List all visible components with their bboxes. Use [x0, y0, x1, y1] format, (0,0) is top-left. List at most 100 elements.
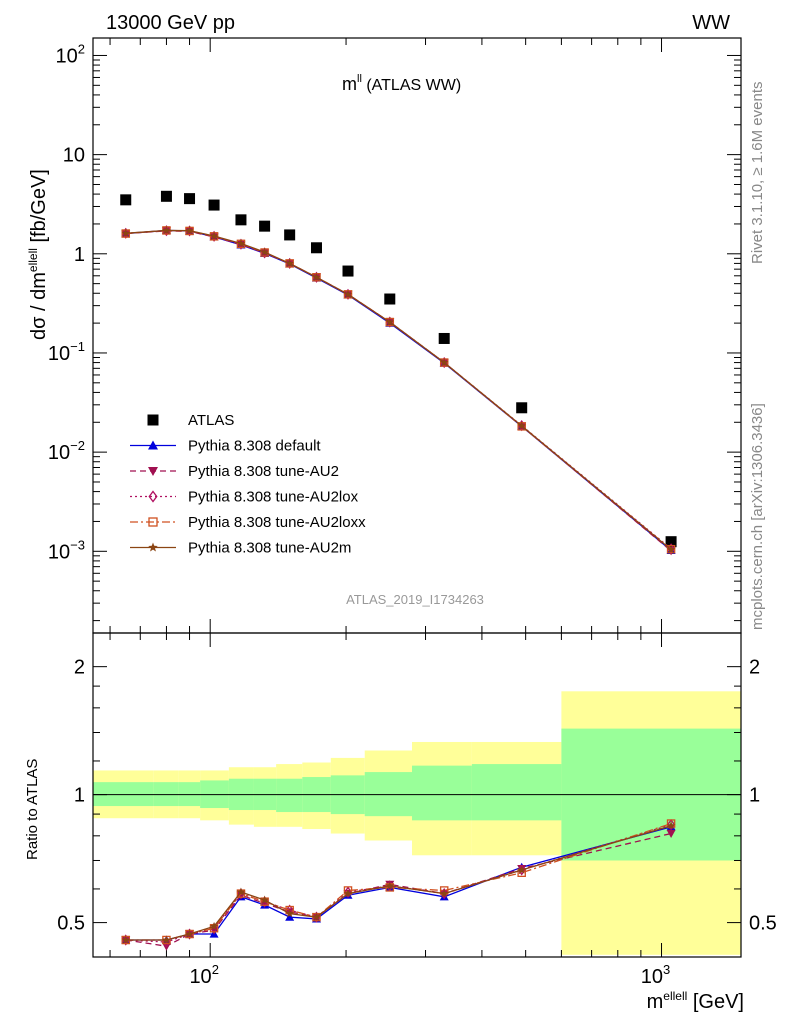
main-point-au2m — [312, 272, 321, 281]
legend-marker-au2m — [148, 542, 158, 552]
ratio-point-au2lox — [185, 928, 194, 940]
main-series-data — [120, 190, 677, 548]
legend-entry-data: ATLAS — [147, 412, 234, 429]
ratio-ytick-label: 1 — [74, 785, 85, 807]
xtick-label-exp: 3 — [663, 962, 670, 977]
main-point-au2m — [162, 225, 171, 235]
main-ytick-label-base: 10 — [48, 343, 70, 365]
ratio-point-au2m — [260, 895, 269, 904]
ratio-ytick-label: 0.5 — [57, 913, 85, 935]
legend-marker-au2loxx — [148, 517, 158, 527]
ratio-point-au2m — [343, 889, 353, 898]
ratio-point-au2lox — [440, 888, 449, 900]
header-left: 13000 GeV pp — [106, 12, 235, 34]
plot-title: mll (ATLAS WW) — [342, 73, 461, 94]
xtick-label-exp: 2 — [212, 962, 219, 977]
band-inner-bin — [153, 782, 179, 807]
ratio-ylabel: Ratio to ATLAS — [24, 759, 41, 860]
ratio-ytick-label-right: 2 — [749, 657, 760, 679]
main-point-au2m — [236, 239, 246, 248]
ratio-point-au2 — [666, 829, 676, 839]
main-ytick-label: 10−2 — [48, 438, 85, 464]
main-point-data — [342, 265, 354, 277]
legend-entry-au2m: Pythia 8.308 tune-AU2m — [130, 540, 351, 557]
legend-entry-au2lox: Pythia 8.308 tune-AU2lox — [130, 489, 359, 506]
main-point-data — [120, 194, 132, 206]
main-ytick-label: 10−1 — [48, 339, 85, 365]
main-ytick-label-base: 10 — [56, 45, 78, 67]
xtick-label: 103 — [641, 962, 670, 988]
ratio-ytick-label-right: 1 — [749, 785, 760, 807]
ratio-point-au2m — [312, 912, 321, 921]
main-point-au2m — [121, 228, 131, 237]
main-ylabel-post: [fb/GeV] — [28, 169, 50, 248]
main-point-data — [665, 536, 677, 548]
ratio-point-au2m — [517, 865, 526, 874]
xtick-label: 102 — [189, 962, 218, 988]
legend-marker-default — [148, 440, 158, 450]
ratio-point-au2m — [162, 935, 171, 944]
ratio-point-au2m — [385, 881, 395, 890]
main-ytick-label-base: 1 — [74, 244, 85, 266]
main-point-au2m — [285, 258, 294, 268]
main-point-au2m — [260, 247, 269, 256]
ratio-ytick-label-right: 0.5 — [749, 913, 777, 935]
main-ylabel-pre: dσ / dm — [28, 272, 50, 340]
ratio-ytick-label: 2 — [74, 657, 85, 679]
ratio-point-au2m — [185, 929, 194, 938]
header-right: WW — [692, 12, 730, 34]
legend-label-au2loxx: Pythia 8.308 tune-AU2loxx — [188, 514, 366, 531]
main-point-data — [310, 242, 322, 254]
ratio-point-au2m — [121, 935, 131, 944]
band-inner-bin — [412, 765, 472, 821]
main-point-data — [516, 402, 528, 414]
main-point-data — [160, 190, 172, 202]
main-ytick-label-exp: −1 — [70, 339, 85, 354]
xtick-label-base: 10 — [641, 966, 663, 988]
main-point-au2m — [209, 231, 219, 240]
legend-label-au2lox: Pythia 8.308 tune-AU2lox — [188, 489, 359, 506]
legend-marker-au2lox — [148, 490, 158, 503]
xlabel: mellell [GeV] — [647, 989, 744, 1013]
legend-label-au2: Pythia 8.308 tune-AU2 — [188, 463, 339, 480]
main-point-au2m — [517, 421, 526, 430]
band-inner-bin — [364, 772, 413, 817]
band-inner-bin — [93, 782, 154, 807]
xlabel-pre: m — [647, 991, 664, 1013]
legend-entry-au2loxx: Pythia 8.308 tune-AU2loxx — [130, 514, 366, 531]
main-point-au2m — [385, 317, 395, 326]
ratio-point-au2m — [666, 821, 676, 830]
series — [120, 190, 677, 951]
band-inner-bin — [178, 782, 201, 807]
main-point-au2m — [343, 289, 353, 298]
ratio-point-au2lox — [517, 864, 526, 876]
plot-title-rest: (ATLAS WW) — [362, 77, 461, 94]
band-inner-bin — [276, 778, 303, 813]
xlabel-sup: ellell — [663, 989, 687, 1003]
xtick-label-base: 10 — [189, 966, 211, 988]
mcplots-info: mcplots.cern.ch [arXiv:1306.3436] — [749, 403, 766, 630]
legend-label-data: ATLAS — [188, 412, 234, 429]
main-point-data — [184, 193, 196, 205]
main-ytick-label: 10 — [63, 145, 85, 167]
rivet-info: Rivet 3.1.10, ≥ 1.6M events — [749, 82, 766, 265]
legend-entry-default: Pythia 8.308 default — [130, 438, 321, 455]
main-ytick-label-base: 10 — [48, 442, 70, 464]
legend-marker-data — [147, 414, 159, 426]
main-point-data — [235, 214, 247, 226]
main-ytick-label-base: 10 — [48, 541, 70, 563]
main-point-au2m — [185, 226, 194, 235]
plot-title-sup: ll — [357, 73, 362, 85]
ratio-point-au2 — [236, 891, 246, 900]
legend-label-au2m: Pythia 8.308 tune-AU2m — [188, 540, 351, 557]
legend-entry-au2: Pythia 8.308 tune-AU2 — [130, 463, 339, 480]
ratio-point-au2lox — [121, 934, 130, 946]
main-ytick-label: 102 — [56, 41, 85, 67]
main-point-au2m — [666, 545, 676, 554]
xlabel-post: [GeV] — [687, 991, 744, 1013]
main-point-data — [438, 332, 450, 344]
ratio-series-au2m — [121, 821, 676, 944]
main-ylabel-sup: ellell — [26, 248, 40, 272]
